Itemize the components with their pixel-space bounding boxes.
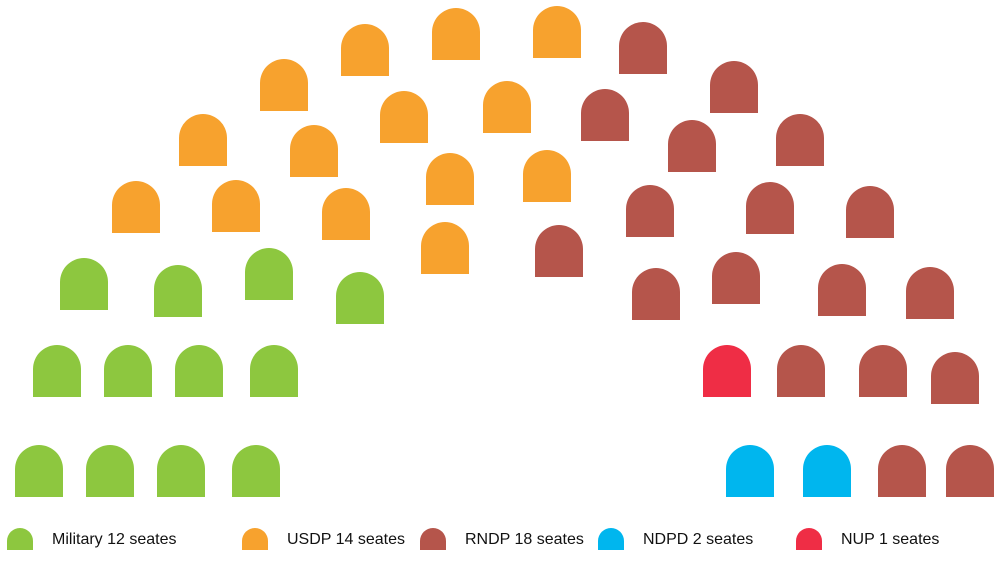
seat xyxy=(250,345,298,397)
seat xyxy=(818,264,866,316)
legend-label: NDPD 2 seates xyxy=(643,531,753,548)
seat xyxy=(746,182,794,234)
seat xyxy=(380,91,428,143)
seat xyxy=(432,8,480,60)
seat xyxy=(341,24,389,76)
seat xyxy=(703,345,751,397)
seat xyxy=(175,345,223,397)
seat xyxy=(846,186,894,238)
seat xyxy=(710,61,758,113)
seat xyxy=(535,225,583,277)
seat xyxy=(878,445,926,497)
seat xyxy=(803,445,851,497)
seat xyxy=(946,445,994,497)
seat xyxy=(179,114,227,166)
legend-swatch xyxy=(796,528,822,550)
seat xyxy=(581,89,629,141)
seat xyxy=(632,268,680,320)
legend-label: USDP 14 seates xyxy=(287,531,405,548)
seat xyxy=(154,265,202,317)
seat xyxy=(426,153,474,205)
seat xyxy=(104,345,152,397)
legend-swatch xyxy=(242,528,268,550)
seat xyxy=(533,6,581,58)
seat xyxy=(336,272,384,324)
seat xyxy=(245,248,293,300)
seat xyxy=(726,445,774,497)
seat xyxy=(776,114,824,166)
seat xyxy=(483,81,531,133)
seat xyxy=(232,445,280,497)
seat xyxy=(212,180,260,232)
seat xyxy=(712,252,760,304)
legend-swatch xyxy=(420,528,446,550)
seat xyxy=(931,352,979,404)
seat xyxy=(15,445,63,497)
seat xyxy=(290,125,338,177)
seat xyxy=(777,345,825,397)
legend-label: NUP 1 seates xyxy=(841,531,939,548)
seat xyxy=(112,181,160,233)
seat xyxy=(421,222,469,274)
legend-swatch xyxy=(7,528,33,550)
seat xyxy=(668,120,716,172)
seat xyxy=(157,445,205,497)
seat xyxy=(322,188,370,240)
seat xyxy=(626,185,674,237)
seat xyxy=(260,59,308,111)
seat xyxy=(619,22,667,74)
legend-label: Military 12 seates xyxy=(52,531,177,548)
legend-swatch xyxy=(598,528,624,550)
seat xyxy=(60,258,108,310)
seat xyxy=(906,267,954,319)
seat xyxy=(86,445,134,497)
seat xyxy=(859,345,907,397)
seat xyxy=(523,150,571,202)
seat xyxy=(33,345,81,397)
legend-label: RNDP 18 seates xyxy=(465,531,584,548)
